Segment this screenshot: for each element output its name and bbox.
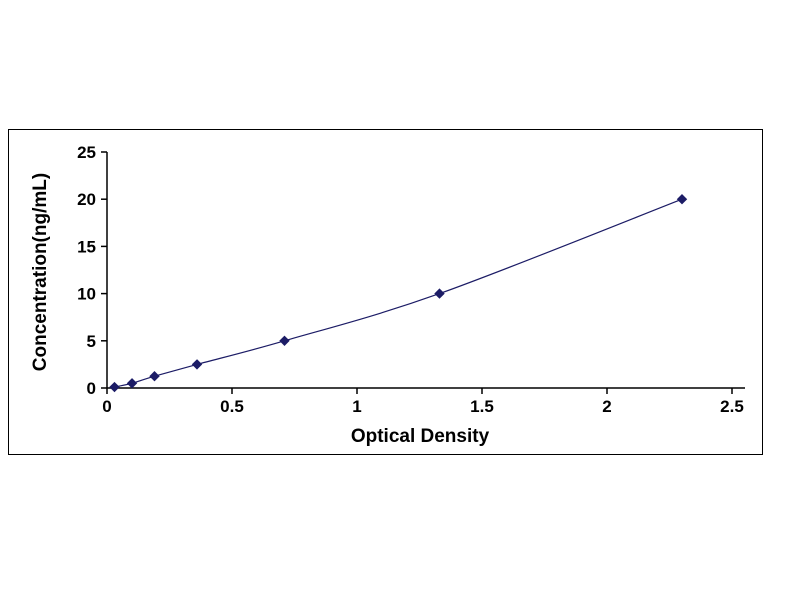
data-point-marker [279, 335, 290, 347]
x-tick-label: 1 [352, 397, 361, 416]
y-tick-label: 25 [77, 143, 96, 162]
x-tick-label: 0 [102, 397, 111, 416]
data-point-marker [109, 381, 120, 393]
data-point-marker [149, 370, 160, 382]
series-layer [109, 193, 688, 393]
y-tick-label: 15 [77, 237, 96, 256]
data-point-marker [126, 378, 138, 389]
x-tick-label: 0.5 [220, 397, 244, 416]
y-tick-label: 0 [87, 379, 96, 398]
chart-frame [8, 129, 763, 455]
data-point-marker [676, 193, 688, 205]
y-tick-label: 10 [77, 285, 96, 304]
x-tick-label: 2 [602, 397, 611, 416]
y-axis-title: Concentration(ng/mL) [30, 173, 51, 371]
data-point-marker [191, 359, 203, 370]
x-tick-label: 2.5 [720, 397, 744, 416]
y-tick-label: 5 [87, 332, 96, 351]
data-point-marker [434, 288, 445, 299]
x-axis-title: Optical Density [351, 426, 490, 447]
y-tick-label: 20 [77, 190, 96, 209]
axes-layer: 0 0.5 1 1.5 2 2.5 0 5 10 15 20 25 [77, 143, 745, 416]
x-tick-label: 1.5 [470, 397, 494, 416]
